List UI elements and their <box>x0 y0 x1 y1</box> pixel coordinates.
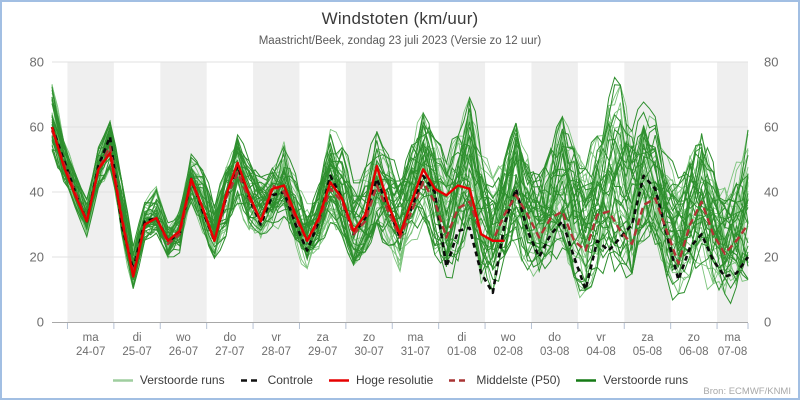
legend-item-1: Controle <box>240 373 313 387</box>
x-tick-date: 30-07 <box>354 346 383 358</box>
x-tick-weekday: do <box>548 332 561 344</box>
median-p50-line-group <box>50 129 749 275</box>
legend-line-swatch <box>240 378 261 382</box>
x-tick-date: 29-07 <box>308 346 337 358</box>
legend-label: Hoge resolutie <box>355 373 434 387</box>
ensemble-member <box>51 84 749 279</box>
x-tick-weekday: vr <box>596 332 606 344</box>
x-tick-weekday: wo <box>175 332 191 344</box>
x-tick-weekday: ma <box>725 332 742 344</box>
high-resolution-line-group <box>50 126 505 278</box>
y-tick-label-right: 60 <box>764 120 778 135</box>
x-tick-date: 27-07 <box>215 346 244 358</box>
y-tick-label-left: 80 <box>30 55 44 70</box>
legend-item-0: Verstoorde runs <box>112 373 225 387</box>
x-tick-date: 25-07 <box>122 346 151 358</box>
legend-label: Middelste (P50) <box>476 373 561 387</box>
y-axis-labels: 0 0 20 20 40 40 60 60 80 80 <box>30 55 779 330</box>
legend-item-3: Middelste (P50) <box>448 373 560 387</box>
chart-subtitle: Maastricht/Beek, zondag 23 juli 2023 (Ve… <box>258 35 542 47</box>
legend-item-4: Verstoorde runs <box>575 373 688 387</box>
legend-item-2: Hoge resolutie <box>328 373 433 387</box>
x-tick-date: 31-07 <box>401 346 430 358</box>
x-tick-date: 04-08 <box>586 346 615 358</box>
median-p50-line <box>50 129 749 275</box>
x-axis-labels: ma 24-07 di 25-07 wo 26-07 do 27-07 vr 28-07 za 29-… <box>76 332 747 358</box>
x-tick-weekday: di <box>133 332 142 344</box>
legend-label: Controle <box>267 373 313 387</box>
legend-line-swatch <box>328 378 349 382</box>
legend-line-swatch <box>112 378 133 382</box>
x-tick-weekday: vr <box>271 332 281 344</box>
ensemble-member <box>51 103 749 292</box>
x-tick-date: 07-08 <box>718 346 747 358</box>
x-tick-date: 05-08 <box>633 346 662 358</box>
y-tick-label-right: 0 <box>764 315 771 330</box>
x-tick-date: 28-07 <box>262 346 291 358</box>
legend-line-swatch <box>449 378 470 382</box>
x-tick-date: 24-07 <box>76 346 105 358</box>
y-tick-label-left: 60 <box>30 120 44 135</box>
y-tick-label-right: 80 <box>764 55 778 70</box>
ensemble-member <box>51 112 749 289</box>
source-note: Bron: ECMWF/KNMI <box>703 386 791 397</box>
y-tick-label-right: 40 <box>764 185 778 200</box>
ensemble-members-dark <box>51 76 749 305</box>
x-tick-date: 06-08 <box>679 346 708 358</box>
x-tick-date: 02-08 <box>494 346 523 358</box>
legend: Verstoorde runs Controle Hoge resolutie Mid… <box>2 373 798 387</box>
y-tick-label-left: 0 <box>37 315 44 330</box>
y-tick-label-left: 40 <box>30 185 44 200</box>
y-tick-label-left: 20 <box>30 250 44 265</box>
x-tick-weekday: do <box>223 332 236 344</box>
legend-line-swatch <box>576 378 597 382</box>
legend-label: Verstoorde runs <box>603 373 689 387</box>
high-resolution-line <box>50 126 505 278</box>
x-tick-weekday: zo <box>363 332 375 344</box>
legend-label: Verstoorde runs <box>139 373 225 387</box>
x-tick-weekday: di <box>457 332 466 344</box>
ensemble-member <box>51 115 749 278</box>
chart-title: Windstoten (km/uur) <box>321 9 479 28</box>
x-tick-weekday: ma <box>83 332 100 344</box>
x-axis <box>52 322 749 329</box>
y-tick-label-right: 20 <box>764 250 778 265</box>
x-tick-date: 03-08 <box>540 346 569 358</box>
x-tick-date: 01-08 <box>447 346 476 358</box>
x-tick-weekday: za <box>317 332 330 344</box>
x-tick-weekday: ma <box>407 332 424 344</box>
x-tick-date: 26-07 <box>169 346 198 358</box>
x-tick-weekday: za <box>641 332 654 344</box>
x-tick-weekday: wo <box>500 332 516 344</box>
x-tick-weekday: zo <box>688 332 700 344</box>
